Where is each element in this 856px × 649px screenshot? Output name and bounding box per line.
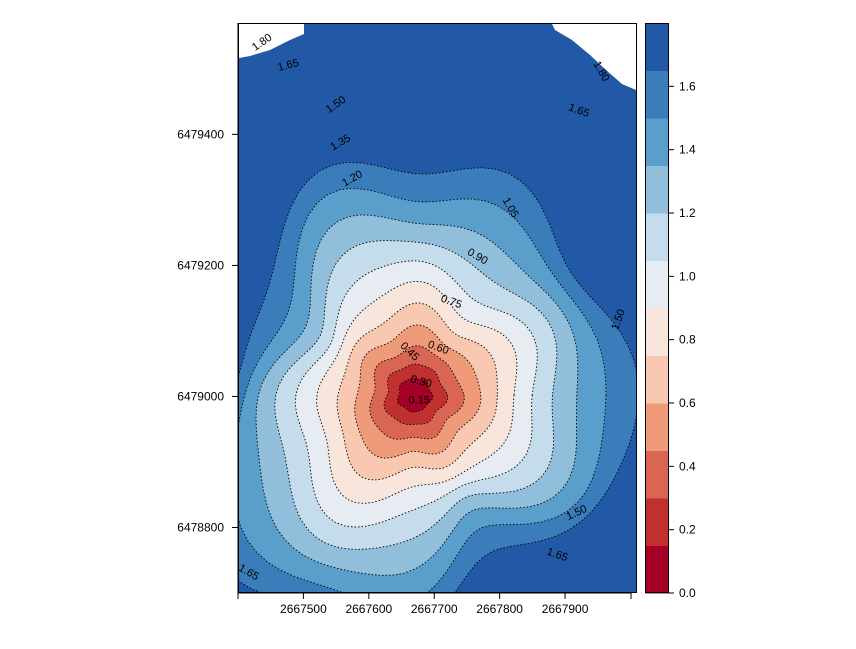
contour-label: 0.30	[409, 373, 433, 390]
colorbar-tick-label: 1.2	[679, 206, 696, 220]
colorbar-swatch	[645, 213, 669, 261]
y-tick-label: 6479400	[177, 127, 224, 141]
colorbar-swatch	[645, 260, 669, 309]
colorbar-swatch	[645, 498, 669, 546]
x-tick-label: 2667900	[542, 602, 589, 616]
colorbar-swatch	[645, 450, 669, 499]
colorbar-swatch	[645, 403, 669, 451]
colorbar-tick-label: 0.6	[679, 396, 696, 410]
colorbar-swatch	[645, 308, 669, 356]
colorbar-swatch	[645, 70, 669, 119]
y-tick-label: 6478800	[177, 520, 224, 534]
colorbar-tick-label: 0.8	[679, 333, 696, 347]
blank-corners	[239, 24, 636, 90]
y-axis: 6478800 6479000 6479200 6479400	[177, 23, 239, 593]
filled-contour-field	[238, 23, 637, 593]
colorbar-swatch	[645, 23, 669, 71]
x-axis: 2667500 2667600 2667700 2667800 2667900	[237, 592, 632, 616]
colorbar-tick-label: 1.6	[679, 79, 696, 93]
y-tick-label: 6479000	[177, 389, 224, 403]
colorbar-swatch	[645, 118, 669, 166]
colorbar-tick-label: 0.4	[679, 459, 696, 473]
colorbar-swatch	[645, 355, 669, 404]
contour-label: 1.65	[276, 57, 300, 74]
blank-corner-top-right	[552, 24, 636, 90]
colorbar: 0.0 0.2 0.4 0.6 0.8 1.0 1.2 1.4 1.6	[645, 23, 696, 600]
y-tick-label: 6479200	[177, 258, 224, 272]
colorbar-tick-label: 1.0	[679, 269, 696, 283]
colorbar-swatch	[645, 545, 669, 594]
colorbar-swatch	[645, 165, 669, 214]
x-tick-label: 2667700	[411, 602, 458, 616]
x-tick-label: 2667800	[476, 602, 523, 616]
contour-label: 0.15	[408, 394, 429, 406]
blank-corner-top-left	[239, 24, 304, 58]
x-tick-label: 2667600	[345, 602, 392, 616]
colorbar-tick-label: 1.4	[679, 143, 696, 157]
colorbar-tick-label: 0.2	[679, 523, 696, 537]
colorbar-frame	[645, 23, 669, 593]
contour-band-0.15	[397, 378, 434, 413]
colorbar-tick-label: 0.0	[679, 586, 696, 600]
x-tick-label: 2667500	[280, 602, 327, 616]
